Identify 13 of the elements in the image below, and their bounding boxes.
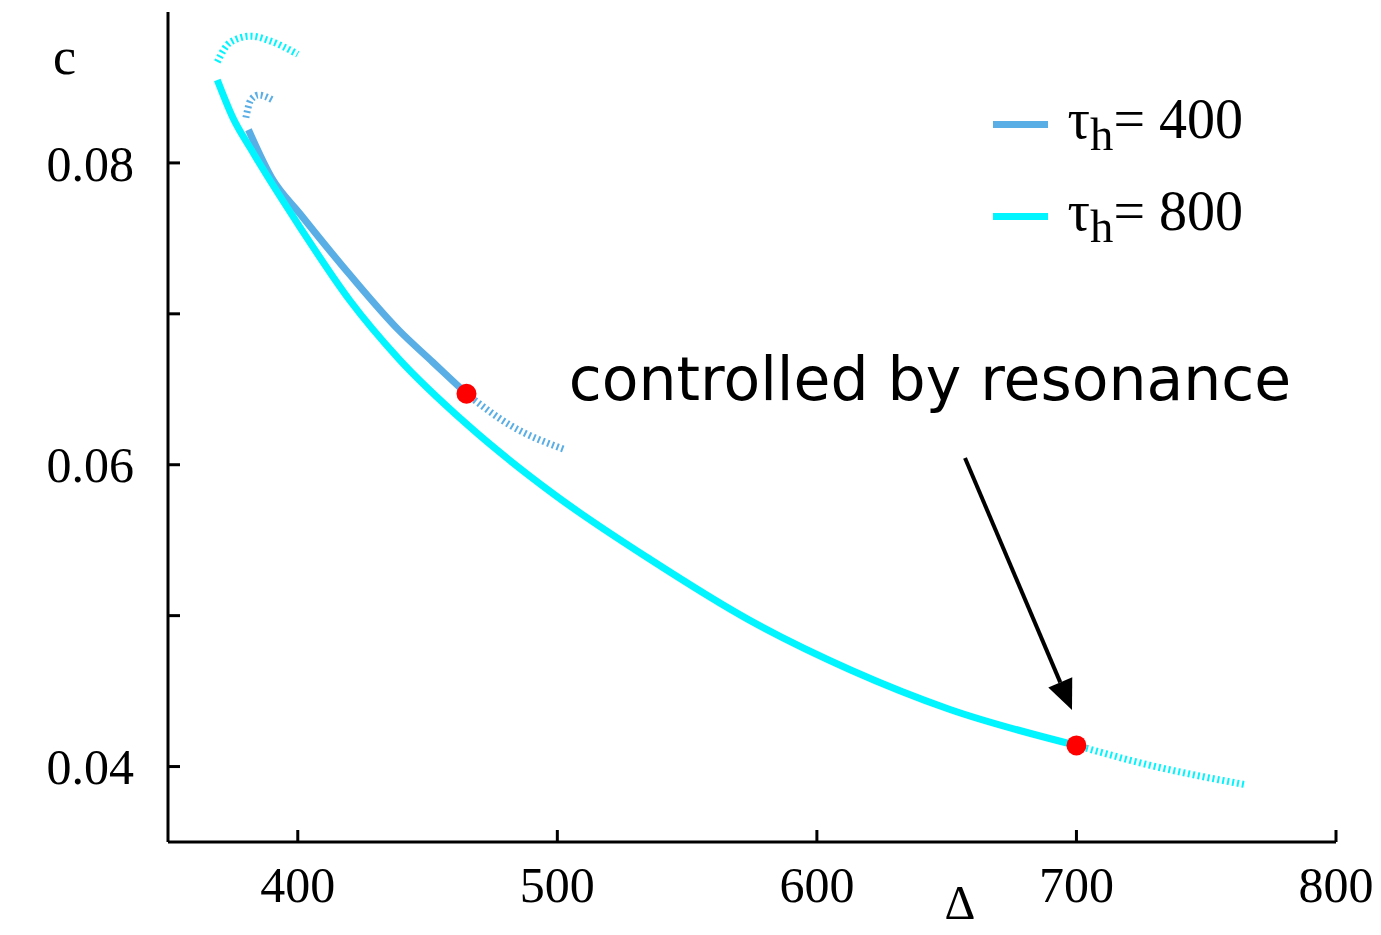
x-tick-label: 600 xyxy=(779,856,855,913)
legend-label: τ$_{h}$= 800 xyxy=(1067,178,1243,254)
x-tick-label: 500 xyxy=(519,856,595,913)
x-tick-label: 700 xyxy=(1038,856,1114,913)
y-tick-label: 0.08 xyxy=(46,135,134,192)
y-tick-label: 0.06 xyxy=(46,437,134,494)
x-tick-label: 800 xyxy=(1298,856,1374,913)
x-tick-label: 400 xyxy=(260,856,336,913)
x-axis-title: Δ xyxy=(944,876,976,929)
y-axis-title: c xyxy=(53,27,77,85)
y-tick-label: 0.04 xyxy=(46,739,134,796)
annotation: controlled by resonance xyxy=(568,344,1292,414)
legend-label: τ$_{h}$= 400 xyxy=(1067,86,1243,162)
